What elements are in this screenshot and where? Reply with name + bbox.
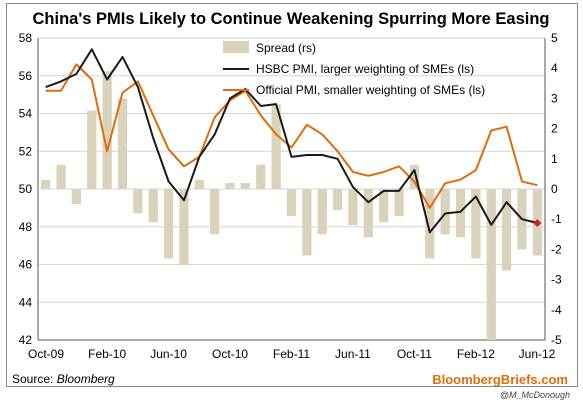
right-tick-5: 5 bbox=[551, 31, 558, 45]
spread-bar-Jan-12 bbox=[455, 189, 466, 238]
right-tick--1: -1 bbox=[551, 212, 562, 226]
legend: Spread (rs) HSBC PMI, larger weighting o… bbox=[223, 41, 485, 97]
spread-bar-Dec-10 bbox=[256, 164, 266, 189]
spread-bar-Jun-11 bbox=[348, 189, 358, 226]
axes bbox=[37, 38, 546, 341]
spread-bar-Nov-11 bbox=[425, 189, 435, 259]
left-tick-48: 48 bbox=[19, 220, 33, 234]
source-note: Source: Bloomberg bbox=[12, 372, 115, 386]
spread-bar-Mar-11 bbox=[302, 189, 312, 256]
left-tick-56: 56 bbox=[19, 69, 33, 83]
brand-logo: BloombergBriefs.com bbox=[432, 372, 568, 387]
chart-title: China's PMIs Likely to Continue Weakenin… bbox=[32, 10, 549, 28]
spread-bar-Apr-12 bbox=[501, 189, 512, 271]
source-label: Source: bbox=[12, 372, 53, 386]
right-tick-1: 1 bbox=[551, 152, 558, 166]
right-tick-3: 3 bbox=[551, 91, 558, 105]
x-tick-Jun-11: Jun-11 bbox=[335, 347, 371, 361]
hsbc-last-point-marker bbox=[533, 218, 542, 227]
legend-swatch-spread bbox=[223, 41, 249, 53]
right-tick-4: 4 bbox=[551, 61, 558, 75]
spread-bar-Feb-12 bbox=[471, 189, 481, 259]
spread-bar-Sep-10 bbox=[210, 189, 220, 235]
spread-bar-May-11 bbox=[332, 189, 343, 211]
spread-bar-Jan-11 bbox=[271, 104, 281, 189]
author-handle: @M_McDonough bbox=[500, 390, 570, 400]
legend-label-official: Official PMI, smaller weighting of SMEs … bbox=[256, 83, 485, 97]
spread-bar-Mar-10 bbox=[117, 98, 128, 189]
x-tick-Feb-11: Feb-11 bbox=[273, 347, 310, 361]
x-axis-ticks: Oct-09 Feb-10 Jun-10 Oct-10 Feb-11 Jun-11 Oct-… bbox=[28, 347, 556, 361]
right-tick--3: -3 bbox=[551, 273, 562, 287]
right-tick--4: -4 bbox=[551, 303, 562, 317]
x-tick-Jun-12: Jun-12 bbox=[519, 347, 556, 361]
left-tick-58: 58 bbox=[19, 31, 33, 45]
x-tick-Oct-10: Oct-10 bbox=[212, 347, 248, 361]
left-axis-ticks: 42 44 46 48 50 52 54 56 58 bbox=[19, 31, 33, 347]
source-name: Bloomberg bbox=[57, 372, 115, 386]
spread-bar-Oct-09 bbox=[41, 179, 51, 189]
spread-bar-Dec-11 bbox=[440, 189, 450, 235]
x-tick-Feb-12: Feb-12 bbox=[457, 347, 495, 361]
spread-bar-Dec-09 bbox=[71, 189, 82, 205]
official-pmi-line bbox=[45, 63, 538, 209]
legend-label-hsbc: HSBC PMI, larger weighting of SMEs (ls) bbox=[256, 62, 474, 76]
right-axis-ticks: -5 -4 -3 -2 -1 0 1 2 3 4 5 bbox=[551, 31, 562, 347]
right-tick-0: 0 bbox=[551, 182, 558, 196]
spread-bar-Jan-10 bbox=[87, 110, 97, 189]
spread-bar-Nov-10 bbox=[240, 182, 251, 189]
spread-bar-Oct-11 bbox=[409, 164, 420, 189]
right-tick--2: -2 bbox=[551, 242, 562, 256]
x-tick-Oct-11: Oct-11 bbox=[397, 347, 432, 361]
x-tick-Feb-10: Feb-10 bbox=[88, 347, 126, 361]
left-tick-42: 42 bbox=[19, 333, 33, 347]
spread-bar-Jul-10 bbox=[179, 189, 189, 265]
left-tick-46: 46 bbox=[19, 258, 33, 272]
spread-bar-Apr-10 bbox=[133, 189, 143, 214]
spread-bar-Feb-10 bbox=[102, 71, 112, 189]
legend-label-spread: Spread (rs) bbox=[256, 41, 316, 55]
right-tick-2: 2 bbox=[551, 122, 558, 136]
spread-bar-Jun-10 bbox=[163, 189, 174, 259]
spread-bar-Sep-11 bbox=[394, 189, 404, 217]
spread-bar-Jul-11 bbox=[363, 189, 373, 238]
spread-bars bbox=[41, 71, 542, 340]
x-tick-Jun-10: Jun-10 bbox=[150, 347, 187, 361]
left-tick-52: 52 bbox=[19, 144, 33, 158]
spread-bar-May-10 bbox=[148, 189, 158, 223]
spread-bar-Apr-11 bbox=[317, 189, 327, 235]
hsbc-pmi-line bbox=[45, 48, 538, 234]
spread-bar-Aug-11 bbox=[379, 189, 389, 223]
spread-bar-Oct-10 bbox=[225, 182, 235, 189]
spread-bar-Mar-12 bbox=[486, 189, 496, 340]
left-tick-50: 50 bbox=[19, 182, 33, 196]
spread-bar-Aug-10 bbox=[194, 179, 204, 189]
left-tick-54: 54 bbox=[19, 107, 33, 121]
right-tick--5: -5 bbox=[551, 333, 562, 347]
left-tick-44: 44 bbox=[19, 295, 33, 309]
x-tick-Oct-09: Oct-09 bbox=[28, 347, 64, 361]
pmi-lines bbox=[45, 48, 542, 234]
spread-bar-Feb-11 bbox=[286, 189, 297, 217]
spread-bar-Nov-09 bbox=[56, 164, 66, 189]
